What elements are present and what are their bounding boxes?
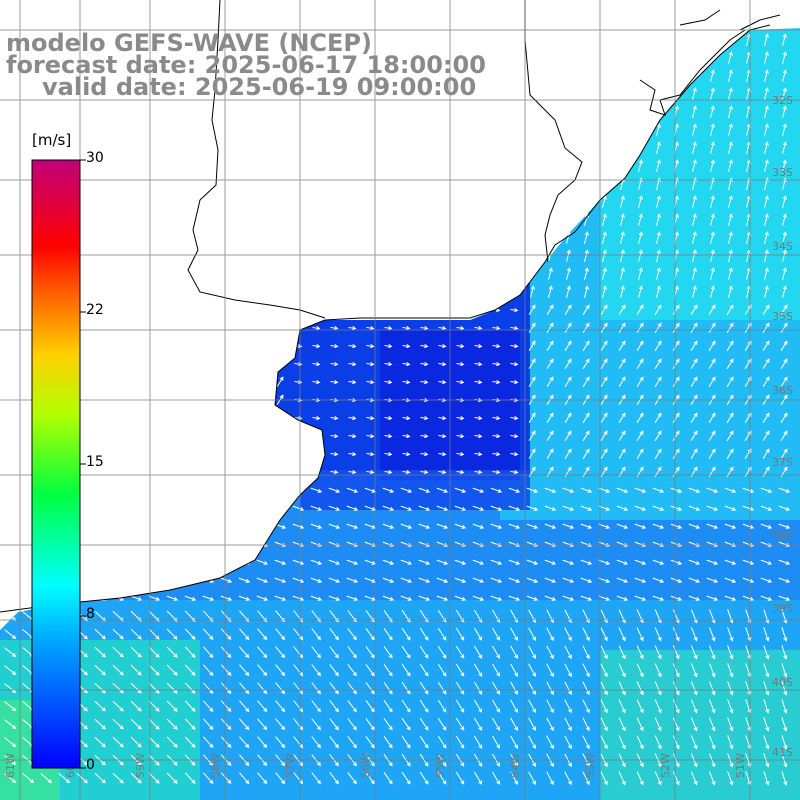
colorbar-tick-8: 8 <box>86 606 95 622</box>
lat-label-7: 39S <box>772 602 793 615</box>
lat-label-1: 33S <box>772 166 793 179</box>
lat-label-0: 32S <box>772 94 793 107</box>
valid-date: valid date: 2025-06-19 09:00:00 <box>42 73 477 101</box>
forecast-date: forecast date: 2025-06-17 18:00:00 <box>6 51 486 79</box>
lon-label-0: 61W <box>4 753 17 778</box>
lon-label-4: 57W <box>284 753 297 778</box>
model-title: modelo GEFS-WAVE (NCEP) <box>6 29 372 57</box>
lon-label-2: 59W <box>134 753 147 778</box>
lon-label-10: 51W <box>734 753 747 778</box>
lon-label-7: 54W <box>509 753 522 778</box>
colorbar-tick-30: 30 <box>86 150 104 166</box>
lat-label-8: 40S <box>772 676 793 689</box>
colorbar-tick-22: 22 <box>86 302 104 318</box>
latitude-labels: 32S 33S 34S 35S 36S 37S 38S 39S 40S 41S <box>772 94 793 759</box>
lon-label-6: 55W <box>434 753 447 778</box>
colorbar-tick-0: 0 <box>86 757 95 773</box>
colorbar-ticks <box>80 159 86 769</box>
colorbar-unit-label: [m/s] <box>32 131 72 149</box>
lat-label-9: 41S <box>772 746 793 759</box>
coastlines <box>0 0 781 613</box>
lon-label-3: 58W <box>209 753 222 778</box>
lat-label-2: 34S <box>772 240 793 253</box>
colorbar-gradient <box>31 159 81 769</box>
lat-label-4: 36S <box>772 384 793 397</box>
lat-label-3: 35S <box>772 310 793 323</box>
lon-label-9: 52W <box>659 753 672 778</box>
colorbar-tick-15: 15 <box>86 454 104 470</box>
lon-label-8: 53W <box>584 753 597 778</box>
lat-label-6: 38S <box>772 530 793 543</box>
lat-label-5: 37S <box>772 456 793 469</box>
lon-label-5: 56W <box>359 753 372 778</box>
